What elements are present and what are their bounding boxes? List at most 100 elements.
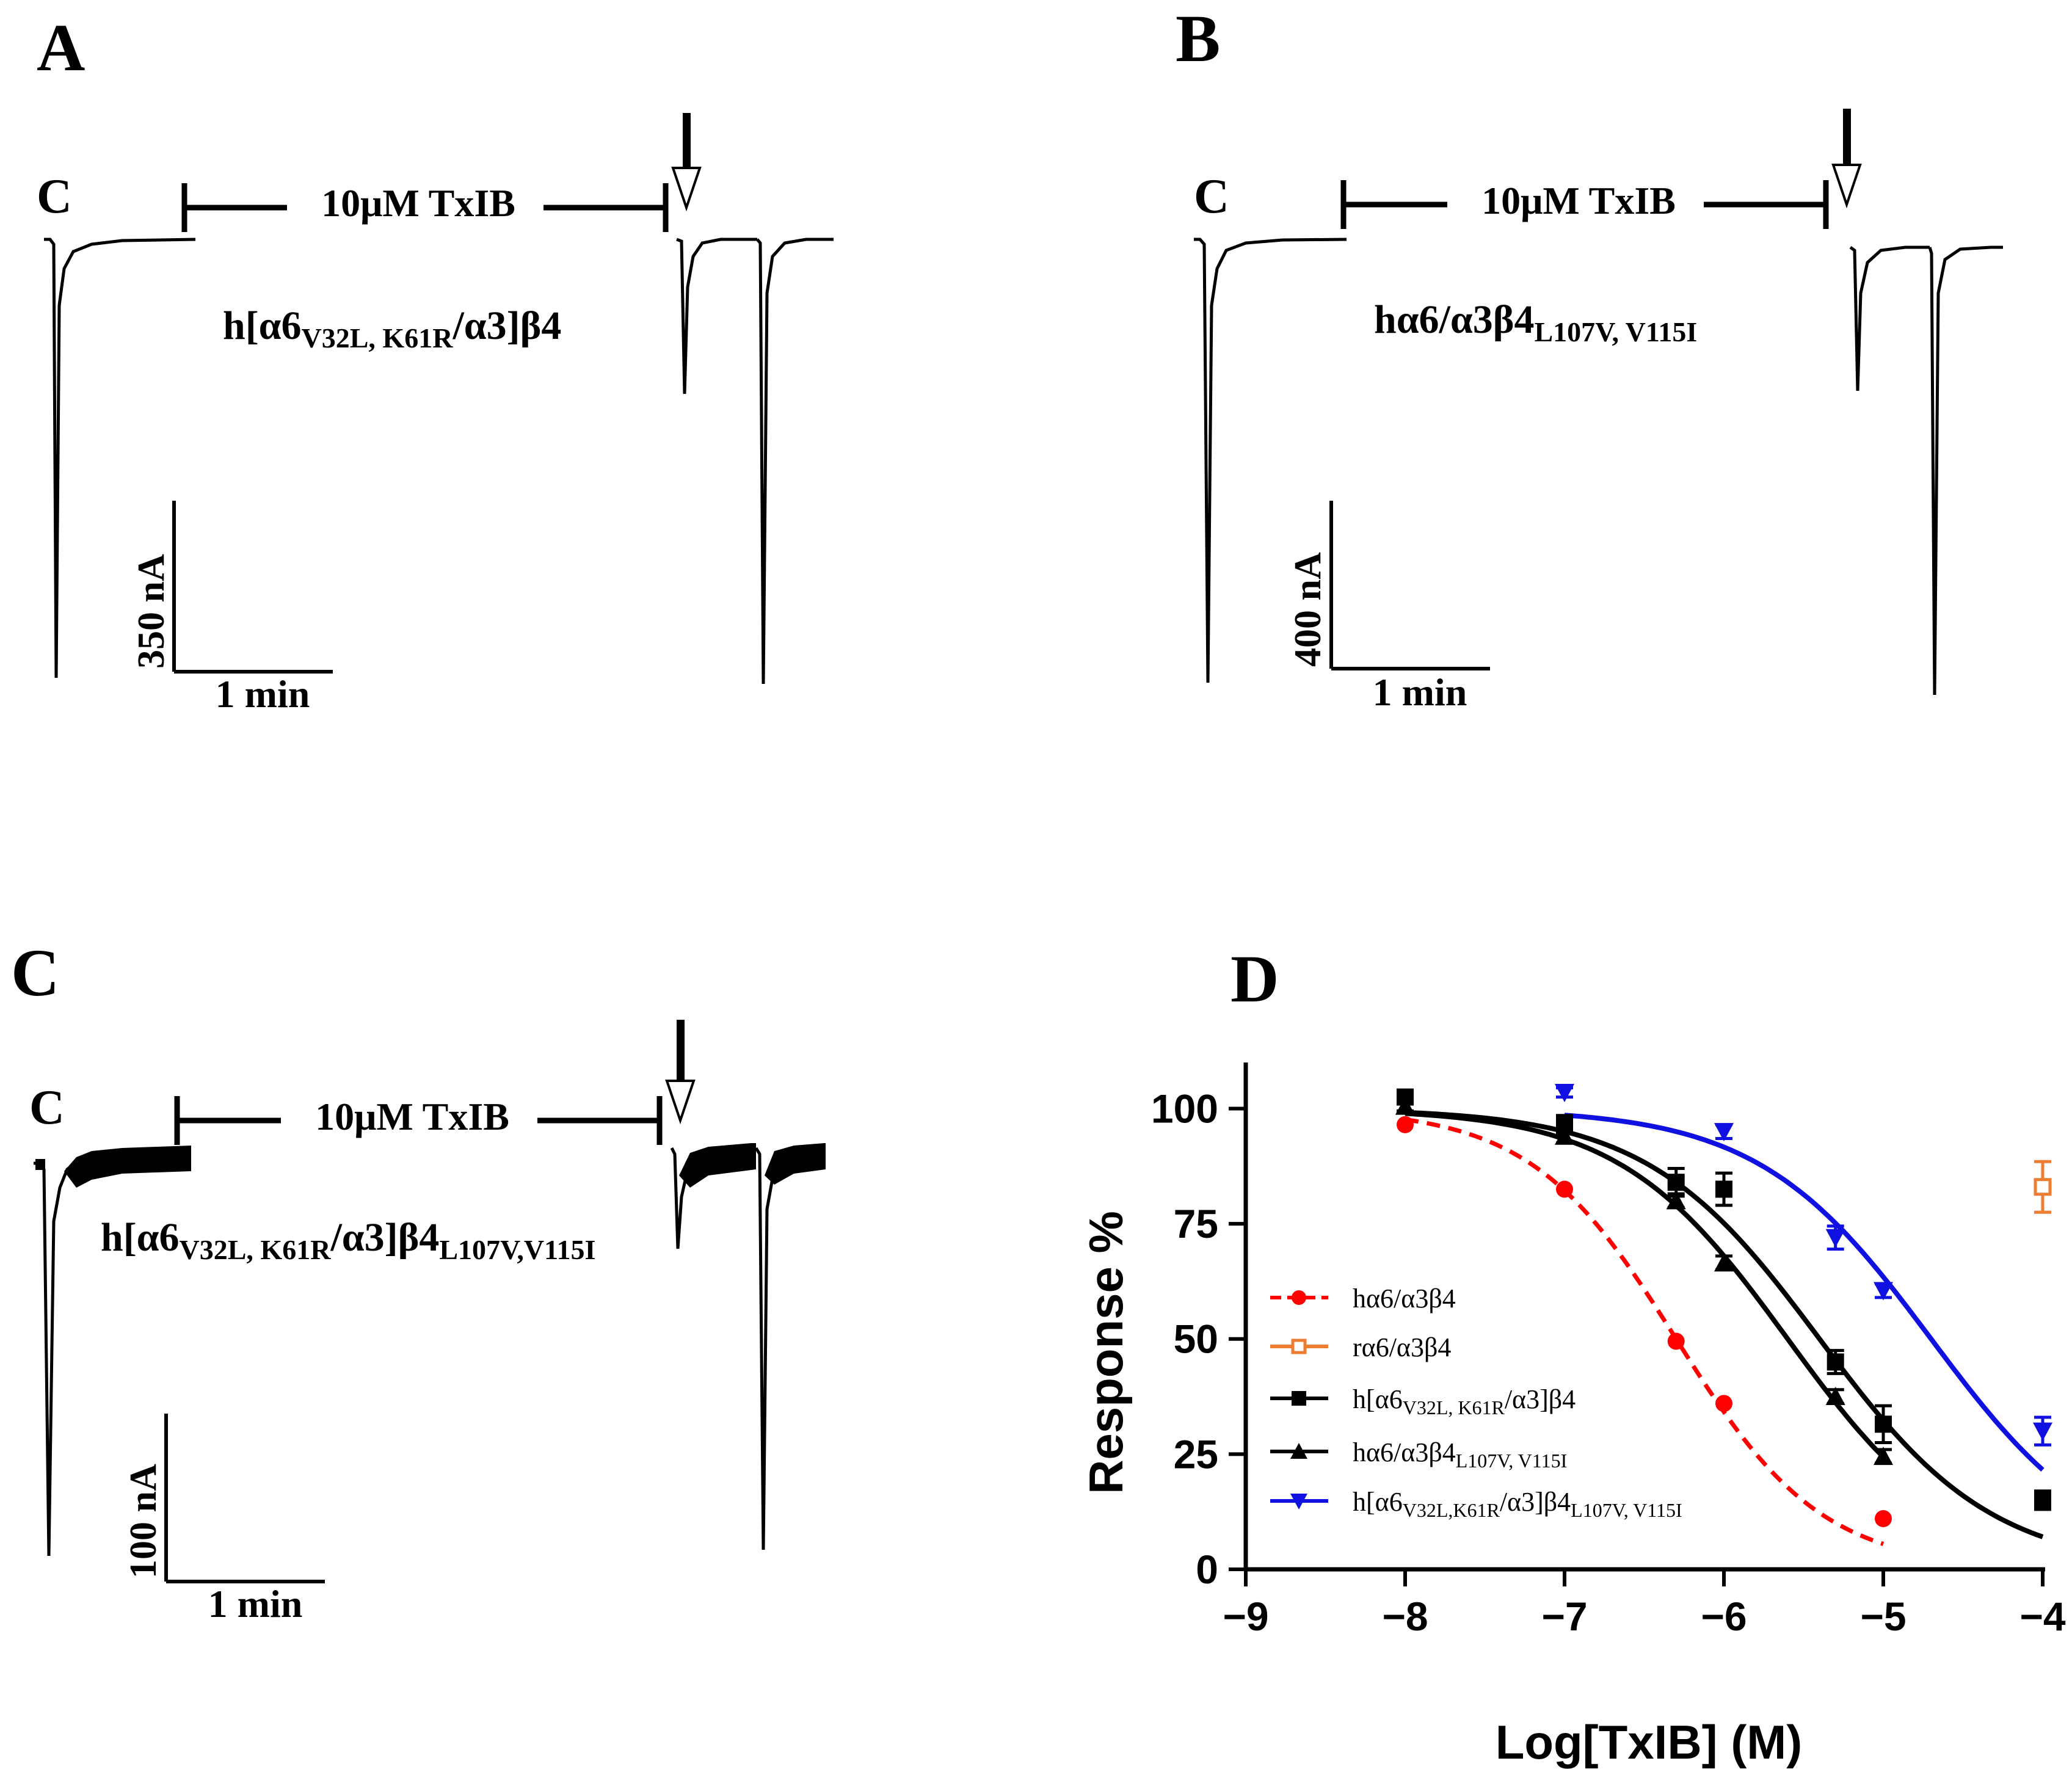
s5-legend-label: h[α6V32L,K61R/α3]β4L107V, V115I <box>1353 1487 1682 1521</box>
panel-b-scale-time: 1 min <box>1373 670 1467 714</box>
s3-data-point <box>1667 1174 1685 1191</box>
s2-data-point <box>2034 1178 2052 1196</box>
s5-legend-marker <box>1290 1494 1307 1509</box>
chart-data-marks <box>1395 1084 2052 1527</box>
s1-data-point <box>1875 1510 1892 1527</box>
panel-a-control-trace <box>44 238 196 678</box>
panel-a-construct-label: h[α6V32L, K61R/α3]β4 <box>223 303 561 354</box>
y-tick-label: 25 <box>1174 1431 1218 1477</box>
panel-a-scale-current: 350 nA <box>131 554 172 669</box>
s4-legend-pre: hα6/α3β4 <box>1353 1437 1456 1467</box>
panel-d: D −9 −8 −7 −6 −5 −4 0 25 50 75 100 hα6/α3β4 rα6/α3β… <box>1079 942 2066 1769</box>
panel-c-application-bar <box>174 1096 663 1145</box>
s5-legend-pre: h[α6 <box>1353 1487 1403 1517</box>
panel-c-scale-bar <box>164 1414 325 1583</box>
panel-c-scale-time: 1 min <box>208 1582 303 1626</box>
s4-legend-marker <box>1290 1443 1307 1459</box>
panel-b-letter: B <box>1176 1 1220 76</box>
panel-c-letter: C <box>11 935 59 1010</box>
s5-data-point <box>1555 1084 1574 1103</box>
panel-a-test-trace-1 <box>676 238 757 394</box>
x-tick-label: −4 <box>2019 1594 2066 1639</box>
s4-data-point <box>1825 1387 1845 1406</box>
panel-b-control-trace <box>1194 238 1347 683</box>
x-tick-label: −8 <box>1382 1594 1428 1639</box>
s4-data-point <box>1395 1096 1415 1115</box>
s2-legend-label: rα6/α3β4 <box>1353 1332 1451 1362</box>
chart-fit-curves <box>1405 1110 2045 1546</box>
s4-data-point <box>1874 1447 1893 1466</box>
panel-c-scale-current: 100 nA <box>123 1464 164 1578</box>
panel-b-scale-current: 400 nA <box>1287 552 1329 667</box>
panel-c-washout-arrow-icon <box>665 1020 696 1125</box>
panel-b: B C 10μM TxIB 400 nA 1 min hα6/α3β4L107V… <box>1176 1 2003 714</box>
s5-data-point <box>1714 1123 1734 1142</box>
panel-a-scale-bar <box>172 501 333 674</box>
chart-y-axis-title: Response % <box>1079 1211 1133 1494</box>
chart-x-axis-title: Log[TxIB] (M) <box>1496 1715 1803 1769</box>
panel-b-control-label: C <box>1194 170 1229 223</box>
s5-fit-curve <box>1564 1113 2045 1472</box>
panel-c-test-trace-1 <box>670 1147 689 1249</box>
s1-data-point <box>1715 1395 1732 1412</box>
s4-legend-sub: L107V, V115I <box>1456 1450 1568 1472</box>
y-tick-label: 0 <box>1196 1547 1218 1592</box>
s3-legend-label: h[α6V32L, K61R/α3]β4 <box>1353 1384 1576 1418</box>
s5-legend-sub2: L107V, V115I <box>1571 1499 1682 1521</box>
s5-data-point <box>1825 1229 1845 1248</box>
s3-data-point <box>1875 1415 1892 1433</box>
s5-data-point <box>1874 1282 1893 1301</box>
panel-b-test-trace-2 <box>1928 245 2003 696</box>
panel-a-application-bar <box>181 183 669 232</box>
s2-legend-marker <box>1291 1339 1307 1354</box>
s4-legend-label: hα6/α3β4L107V, V115I <box>1353 1437 1567 1472</box>
s2-legend-pre: rα6/α3β4 <box>1353 1332 1451 1362</box>
s1-data-point <box>1556 1180 1573 1198</box>
panel-c-control-onset <box>35 1159 45 1170</box>
y-tick-label: 50 <box>1174 1317 1218 1362</box>
s5-legend-post: /α3]β4 <box>1500 1487 1571 1517</box>
panel-c-bar-label: 10μM TxIB <box>315 1095 509 1138</box>
panel-a-scale-time: 1 min <box>216 672 310 716</box>
s3-legend-post: /α3]β4 <box>1505 1384 1576 1414</box>
s3-data-point <box>2034 1491 2051 1509</box>
x-tick-label: −5 <box>1860 1594 1906 1639</box>
panel-b-bar-label: 10μM TxIB <box>1481 179 1676 222</box>
s4-data-point <box>1666 1191 1686 1210</box>
x-tick-label: −9 <box>1223 1594 1268 1639</box>
panel-c-test-trace-2 <box>754 1147 774 1550</box>
panel-b-application-bar <box>1340 180 1829 229</box>
panel-a: A C 10μM TxIB 350 nA 1 min h[α6V32L, K61… <box>37 10 834 716</box>
x-tick-label: −6 <box>1701 1594 1747 1639</box>
s5-legend-sub: V32L,K61R <box>1403 1499 1500 1521</box>
panel-d-letter: D <box>1230 942 1279 1016</box>
s1-data-point <box>1397 1116 1414 1133</box>
panel-a-control-label: C <box>37 170 72 223</box>
panel-b-construct-label: hα6/α3β4L107V, V115I <box>1374 297 1697 347</box>
s1-legend-pre: hα6/α3β4 <box>1353 1284 1456 1313</box>
s4-data-point <box>1714 1253 1734 1272</box>
s3-data-point <box>1715 1180 1732 1198</box>
panel-c-control-label: C <box>29 1081 65 1135</box>
s1-legend-label: hα6/α3β4 <box>1353 1284 1456 1313</box>
y-tick-label: 75 <box>1174 1201 1218 1246</box>
panel-b-washout-arrow-icon <box>1831 109 1862 209</box>
panel-c-test-baseline-band-1 <box>679 1143 756 1188</box>
panel-b-scale-bar <box>1329 501 1490 670</box>
panel-a-washout-arrow-icon <box>671 113 702 212</box>
y-tick-label: 100 <box>1151 1086 1218 1131</box>
panel-c-control-trace <box>34 1159 81 1557</box>
s4-fit-curve <box>1405 1111 1885 1459</box>
panel-b-test-trace-1 <box>1849 245 1930 391</box>
panel-a-letter: A <box>37 10 85 85</box>
s4-data-point <box>1555 1126 1574 1145</box>
chart-axes: −9 −8 −7 −6 −5 −4 0 25 50 75 100 <box>1151 1062 2066 1639</box>
panel-c-construct-label: h[α6V32L, K61R/α3]β4L107V,V115I <box>101 1215 595 1265</box>
s1-legend-marker <box>1292 1290 1306 1305</box>
panel-c: C C 10μM TxIB 100 nA 1 min h[α6V32L, K61… <box>11 935 826 1626</box>
panel-c-control-baseline-band <box>64 1146 191 1188</box>
s3-legend-sub: V32L, K61R <box>1403 1397 1505 1418</box>
s3-legend-pre: h[α6 <box>1353 1384 1403 1414</box>
